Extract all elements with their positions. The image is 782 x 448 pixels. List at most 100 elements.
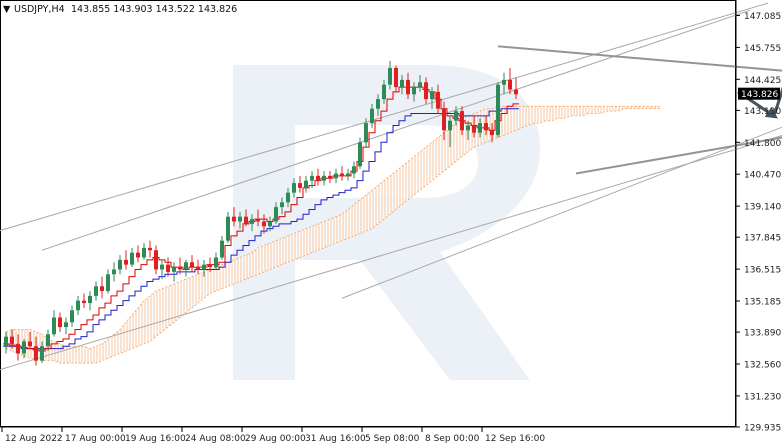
candle-body: [244, 216, 248, 224]
candle: [244, 209, 248, 227]
candle: [286, 187, 290, 208]
price-axis: 147.085 145.755 144.425 143.130 141.800 140.4…: [735, 0, 781, 434]
candle: [94, 281, 98, 301]
candle-body: [376, 99, 380, 109]
candle: [400, 75, 404, 95]
watermark-logo: [233, 65, 540, 380]
candle-body: [424, 82, 428, 100]
candle: [490, 123, 494, 143]
x-tick-label: 12 Sep 16:00: [485, 434, 545, 444]
candle: [232, 207, 236, 227]
candle-body: [304, 180, 308, 188]
tenkan-layer: [3, 86, 519, 352]
candle-body: [268, 221, 272, 227]
candle: [112, 262, 116, 282]
candle: [406, 72, 410, 100]
trendline-upper-channel-1[interactable]: [0, 2, 769, 236]
trendline-lower-channel-1[interactable]: [0, 68, 782, 375]
candle: [148, 240, 152, 258]
candle-body: [106, 274, 110, 292]
y-tick-label: 141.800: [744, 139, 781, 149]
candle-body: [472, 125, 476, 133]
candle: [22, 339, 26, 359]
candle: [502, 72, 506, 95]
trendline-upper-channel-2[interactable]: [41, 9, 751, 251]
candle-body: [406, 79, 410, 95]
y-tick-label: 139.140: [744, 203, 781, 213]
candle: [64, 317, 68, 335]
candle-body: [490, 130, 494, 136]
candle-body: [136, 252, 140, 258]
candle-body: [358, 142, 362, 167]
candle-body: [316, 175, 320, 181]
x-tick-label: 19 Aug 16:00: [125, 434, 186, 444]
candle: [46, 329, 50, 352]
candle: [442, 101, 446, 140]
candle-body: [16, 343, 20, 354]
candle-body: [412, 87, 416, 95]
time-axis: 12 Aug 2022 17 Aug 00:00 19 Aug 16:00 24 Au…: [0, 426, 736, 444]
candle-body: [346, 173, 350, 176]
candle: [10, 329, 14, 349]
candle: [202, 259, 206, 277]
kijun-sen-line: [3, 108, 519, 350]
y-tick-label: 133.890: [744, 329, 781, 339]
candle: [298, 175, 302, 193]
candle-body: [256, 219, 260, 222]
y-tick-label: 143.130: [744, 107, 781, 117]
candle: [124, 250, 128, 270]
symbol-menu-icon[interactable]: ▼: [3, 4, 11, 15]
candle: [88, 291, 92, 311]
candle: [364, 118, 368, 148]
candle-body: [418, 82, 422, 88]
chart-symbol: USDJPY,H4: [14, 4, 65, 15]
candle: [412, 82, 416, 102]
trendline-support[interactable]: [575, 99, 782, 175]
candle: [328, 171, 332, 184]
candle: [190, 255, 194, 272]
senkou-span-b: [5, 108, 660, 364]
candle: [268, 216, 272, 232]
candle-body: [118, 259, 122, 270]
candle: [214, 252, 218, 270]
candle: [172, 262, 176, 282]
candle: [136, 245, 140, 263]
candle: [142, 243, 146, 260]
candle: [184, 259, 188, 277]
candle-body: [394, 67, 398, 88]
candle-body: [382, 84, 386, 100]
candle: [52, 310, 56, 337]
candle-body: [190, 262, 194, 268]
candle-body: [436, 91, 440, 109]
candle-body: [442, 108, 446, 131]
x-tick-label: 29 Aug 00:00: [245, 434, 306, 444]
candle: [238, 211, 242, 229]
y-tick-label: 136.515: [744, 266, 781, 276]
candle-body: [262, 221, 266, 227]
candle: [70, 305, 74, 328]
ichimoku-cloud-layer: [5, 105, 660, 364]
candle: [280, 197, 284, 215]
candle-body: [448, 120, 452, 131]
candle-body: [280, 202, 284, 208]
current-price-label: 143.826: [741, 90, 778, 100]
candle-body: [502, 79, 506, 85]
candle: [460, 106, 464, 136]
candle-body: [298, 183, 302, 188]
candle-body: [370, 108, 374, 124]
candle-body: [202, 264, 206, 270]
candle: [154, 245, 158, 275]
candle-body: [514, 89, 518, 95]
trendline-lower-channel-2[interactable]: [341, 49, 782, 299]
candle: [34, 336, 38, 366]
candle-body: [148, 247, 152, 251]
candle: [454, 106, 458, 126]
candle: [418, 75, 422, 92]
y-tick-label: 137.845: [744, 234, 781, 244]
candle: [388, 60, 392, 90]
candle: [82, 293, 86, 308]
candle-body: [154, 250, 158, 270]
trendline-resistance[interactable]: [497, 45, 782, 89]
y-tick-label: 131.230: [744, 392, 781, 402]
